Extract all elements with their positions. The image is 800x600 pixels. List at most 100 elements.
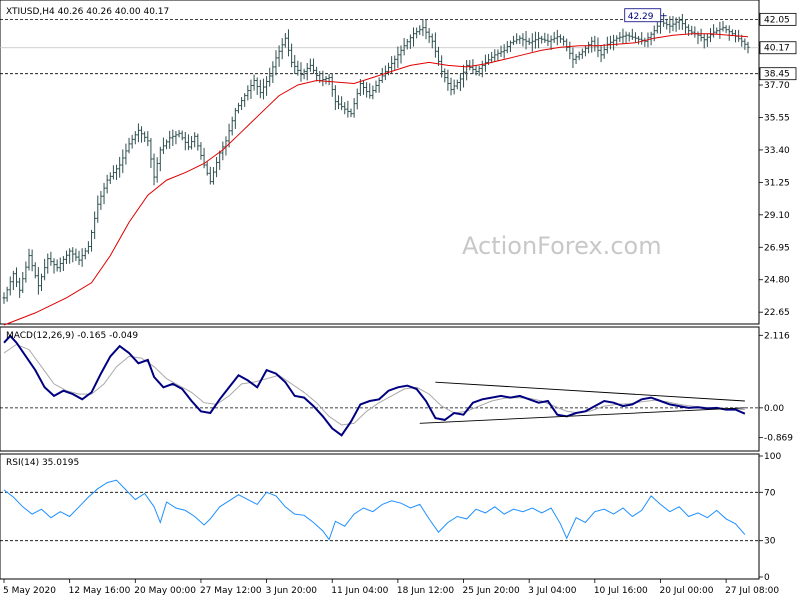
ohlc-bar — [499, 45, 503, 58]
ohlc-bar — [180, 130, 184, 141]
ohlc-bar — [130, 134, 134, 149]
ohlc-bar — [524, 30, 528, 50]
price-axis-tick-box — [759, 41, 797, 55]
ohlc-bar — [168, 130, 172, 149]
ohlc-bar — [533, 31, 537, 49]
ohlc-bar — [743, 38, 747, 50]
ohlc-bar — [21, 271, 25, 294]
ohlc-bar — [65, 250, 69, 265]
ohlc-bar — [468, 60, 472, 71]
ohlc-bar — [624, 31, 628, 44]
ohlc-bar — [421, 19, 425, 37]
ohlc-bar — [396, 46, 400, 69]
ohlc-bar — [49, 251, 53, 266]
ohlc-bar — [271, 61, 275, 84]
ohlc-bar — [215, 156, 219, 178]
macd-pane — [0, 326, 760, 452]
ohlc-bar — [721, 20, 725, 32]
ohlc-bar — [149, 137, 153, 168]
ohlc-bar — [143, 131, 147, 143]
ohlc-bar — [424, 20, 428, 40]
ohlc-bar — [637, 35, 641, 45]
time-tick-label: 3 Jun 20:00 — [266, 586, 318, 596]
ohlc-bar — [8, 276, 12, 296]
ohlc-bar — [111, 165, 115, 180]
ohlc-bar — [55, 259, 59, 272]
ohlc-bar — [708, 28, 712, 43]
ohlc-bar — [355, 88, 359, 110]
ohlc-bar — [518, 35, 522, 45]
price-title: XTIUSD,H4 40.26 40.26 40.00 40.17 — [6, 7, 169, 17]
ohlc-bar — [705, 33, 709, 47]
time-tick-label: 25 Jun 20:00 — [463, 586, 520, 596]
ohlc-bar — [71, 247, 75, 263]
ohlc-bar — [565, 38, 569, 52]
ohlc-bar — [371, 85, 375, 100]
rsi-series-layer — [0, 479, 759, 542]
ohlc-bar — [315, 66, 319, 82]
ohlc-bar — [311, 58, 315, 74]
ohlc-bar — [249, 79, 253, 99]
rsi-axis-tick-label: 0 — [764, 573, 770, 583]
ohlc-bar — [630, 28, 634, 40]
macd-series-layer — [0, 334, 759, 437]
ohlc-bar — [677, 16, 681, 30]
ohlc-bar — [340, 96, 344, 111]
ohlc-bar — [515, 33, 519, 45]
ohlc-bar — [74, 248, 78, 261]
ohlc-bar — [405, 38, 409, 50]
price-axis-tick-box — [759, 67, 797, 81]
ohlc-bar — [299, 62, 303, 82]
price-axis-tick-label: 24.80 — [764, 276, 790, 286]
ohlc-bar — [86, 241, 90, 254]
ohlc-bar — [390, 56, 394, 74]
ohlc-bar — [493, 49, 497, 62]
ohlc-bar — [618, 32, 622, 43]
ohlc-bar — [5, 286, 9, 302]
ohlc-bar — [512, 35, 516, 46]
ohlc-bar — [277, 45, 281, 67]
price-axis-tick-label: 26.95 — [764, 243, 790, 253]
price-axis-tick-label: 31.25 — [764, 178, 790, 188]
ohlc-bar — [80, 248, 84, 267]
time-tick-label: 12 May 16:00 — [69, 586, 131, 596]
ohlc-bar — [612, 34, 616, 51]
ohlc-bar — [361, 80, 365, 95]
ohlc-bar — [724, 25, 728, 34]
ohlc-bar — [349, 108, 353, 118]
time-tick-label: 18 Jun 12:00 — [397, 586, 454, 596]
ohlc-bar — [24, 261, 28, 283]
watermark: ActionForex.com — [462, 232, 662, 260]
ohlc-bar — [118, 156, 122, 178]
ohlc-bar — [261, 78, 265, 100]
price-axis-tick-label: 29.10 — [764, 211, 790, 221]
ohlc-bar — [502, 44, 506, 59]
macd-trendline — [419, 407, 745, 424]
ohlc-bar — [236, 102, 240, 114]
ohlc-bar — [240, 97, 244, 110]
ohlc-bar — [537, 32, 541, 49]
macd-axis-tick-label: 0.00 — [764, 404, 784, 414]
ohlc-bar — [302, 68, 306, 80]
ohlc-bar — [727, 25, 731, 41]
ohlc-bar — [590, 36, 594, 53]
ohlc-bar — [574, 53, 578, 65]
ohlc-bar — [2, 292, 6, 304]
ohlc-bar — [280, 38, 284, 60]
ohlc-bar — [427, 28, 431, 43]
ohlc-bar — [555, 29, 559, 46]
ohlc-bar — [336, 95, 340, 110]
ohlc-bar — [46, 253, 50, 274]
ohlc-bar — [33, 262, 37, 279]
ohlc-bars — [2, 12, 750, 304]
ohlc-bar — [437, 46, 441, 66]
ohlc-bar — [165, 139, 169, 150]
time-tick-label: 20 May 00:00 — [134, 586, 196, 596]
ohlc-bar — [330, 73, 334, 97]
ohlc-bar — [252, 74, 256, 91]
rsi-axis-tick-label: 30 — [764, 537, 776, 547]
ohlc-bar — [465, 60, 469, 81]
ohlc-bar — [402, 38, 406, 56]
ohlc-bar — [133, 131, 137, 145]
time-tick-label: 11 Jun 04:00 — [331, 586, 388, 596]
